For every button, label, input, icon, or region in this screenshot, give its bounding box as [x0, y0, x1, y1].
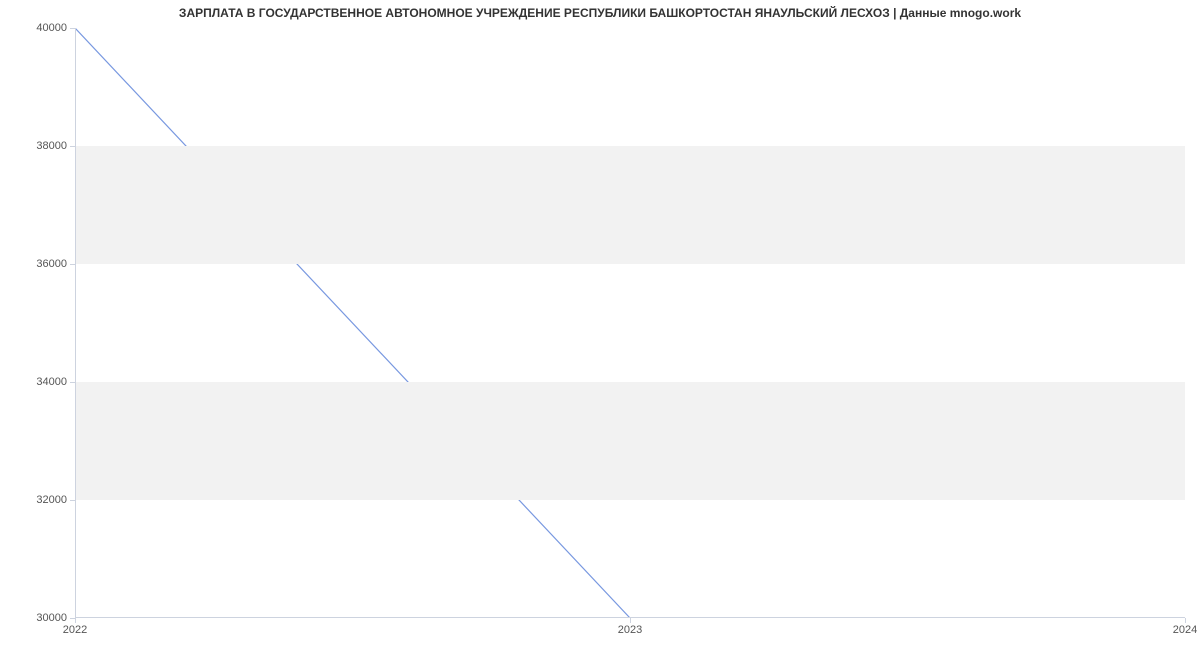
plot-area: 3000032000340003600038000400002022202320…: [75, 28, 1185, 618]
data-line: [75, 28, 1185, 618]
y-tick-label: 32000: [36, 494, 75, 506]
y-axis-line: [75, 28, 76, 618]
y-tick-label: 34000: [36, 376, 75, 388]
plot-band: [75, 146, 1185, 264]
y-tick-label: 38000: [36, 140, 75, 152]
y-tick-label: 36000: [36, 258, 75, 270]
x-tick-label: 2022: [63, 618, 87, 636]
salary-chart: ЗАРПЛАТА В ГОСУДАРСТВЕННОЕ АВТОНОМНОЕ УЧ…: [0, 0, 1200, 650]
x-tick-label: 2023: [618, 618, 642, 636]
y-tick-label: 40000: [36, 22, 75, 34]
x-axis-line: [75, 617, 1185, 618]
series-line: [75, 28, 1185, 618]
chart-title: ЗАРПЛАТА В ГОСУДАРСТВЕННОЕ АВТОНОМНОЕ УЧ…: [0, 6, 1200, 20]
plot-band: [75, 382, 1185, 500]
x-tick-label: 2024: [1173, 618, 1197, 636]
